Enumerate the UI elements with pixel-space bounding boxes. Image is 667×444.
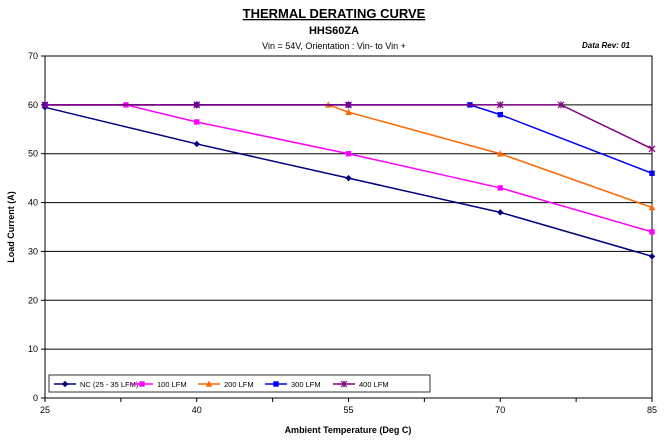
y-tick-label: 40 (28, 198, 38, 208)
x-tick-label: 55 (343, 405, 353, 415)
data-point-star (345, 101, 352, 109)
data-revision: Data Rev: 01 (582, 41, 631, 50)
y-tick-label: 20 (28, 295, 38, 305)
x-tick-label: 70 (495, 405, 505, 415)
x-tick-label: 85 (647, 405, 657, 415)
legend-item: 300 LFM (265, 380, 321, 389)
chart-subtitle: HHS60ZA (309, 25, 359, 37)
data-point-star (648, 145, 656, 153)
series-group (41, 104, 656, 260)
data-point-star (496, 101, 504, 109)
data-point-diamond (648, 253, 656, 260)
data-point-diamond (345, 174, 352, 182)
legend-label: 300 LFM (291, 380, 321, 389)
y-tick-label: 0 (33, 393, 38, 403)
data-point-square (194, 119, 200, 125)
legend-box (48, 374, 431, 393)
series-group (41, 101, 656, 153)
data-point-diamond (61, 380, 69, 388)
data-point-triangle (345, 108, 352, 115)
data-point-diamond (497, 209, 504, 216)
data-point-star (193, 101, 201, 109)
series-layer (41, 101, 656, 260)
series-line (45, 104, 653, 150)
data-point-square (139, 381, 145, 387)
data-point-square (649, 229, 655, 235)
x-tick-label: 25 (40, 405, 50, 415)
data-point-star (557, 101, 565, 109)
data-point-square (273, 381, 279, 387)
data-point-diamond (193, 140, 200, 148)
data-point-square (497, 111, 503, 118)
legend-item: NC (25 - 35 LFM) (54, 380, 139, 389)
y-tick-label: 70 (28, 51, 38, 61)
legend-label: NC (25 - 35 LFM) (80, 380, 139, 389)
chart-title: THERMAL DERATING CURVE (243, 6, 426, 21)
data-point-triangle (648, 203, 656, 211)
y-tick-label: 50 (28, 149, 38, 159)
data-point-square (497, 185, 503, 191)
legend-item: 100 LFM (131, 380, 187, 389)
chart-condition: Vin = 54V, Orientation : Vin- to Vin + (262, 41, 406, 51)
data-point-star (41, 101, 49, 109)
legend-item: 400 LFM (333, 380, 389, 389)
data-point-square (649, 170, 655, 176)
y-tick-label: 30 (28, 246, 38, 256)
legend-label: 200 LFM (224, 380, 254, 389)
y-axis-label: Load Current (A) (6, 191, 16, 263)
data-point-star (340, 380, 348, 388)
chart-legend: NC (25 - 35 LFM) 100 LFM 200 LFM 300 LFM 400… (48, 374, 431, 393)
y-tick-label: 10 (28, 344, 38, 354)
data-point-triangle (205, 380, 213, 387)
legend-label: 400 LFM (359, 380, 389, 389)
x-axis-label: Ambient Temperature (Deg C) (285, 425, 412, 435)
data-point-triangle (496, 150, 504, 157)
y-tick-label: 60 (28, 100, 38, 110)
legend-item: 200 LFM (198, 380, 254, 389)
data-point-square (345, 151, 352, 157)
axis-layer: 0 10 20 30 40 50 60 70 25 40 55 70 85 (28, 51, 657, 415)
legend-label: 100 LFM (157, 380, 187, 389)
x-tick-label: 40 (192, 405, 202, 415)
